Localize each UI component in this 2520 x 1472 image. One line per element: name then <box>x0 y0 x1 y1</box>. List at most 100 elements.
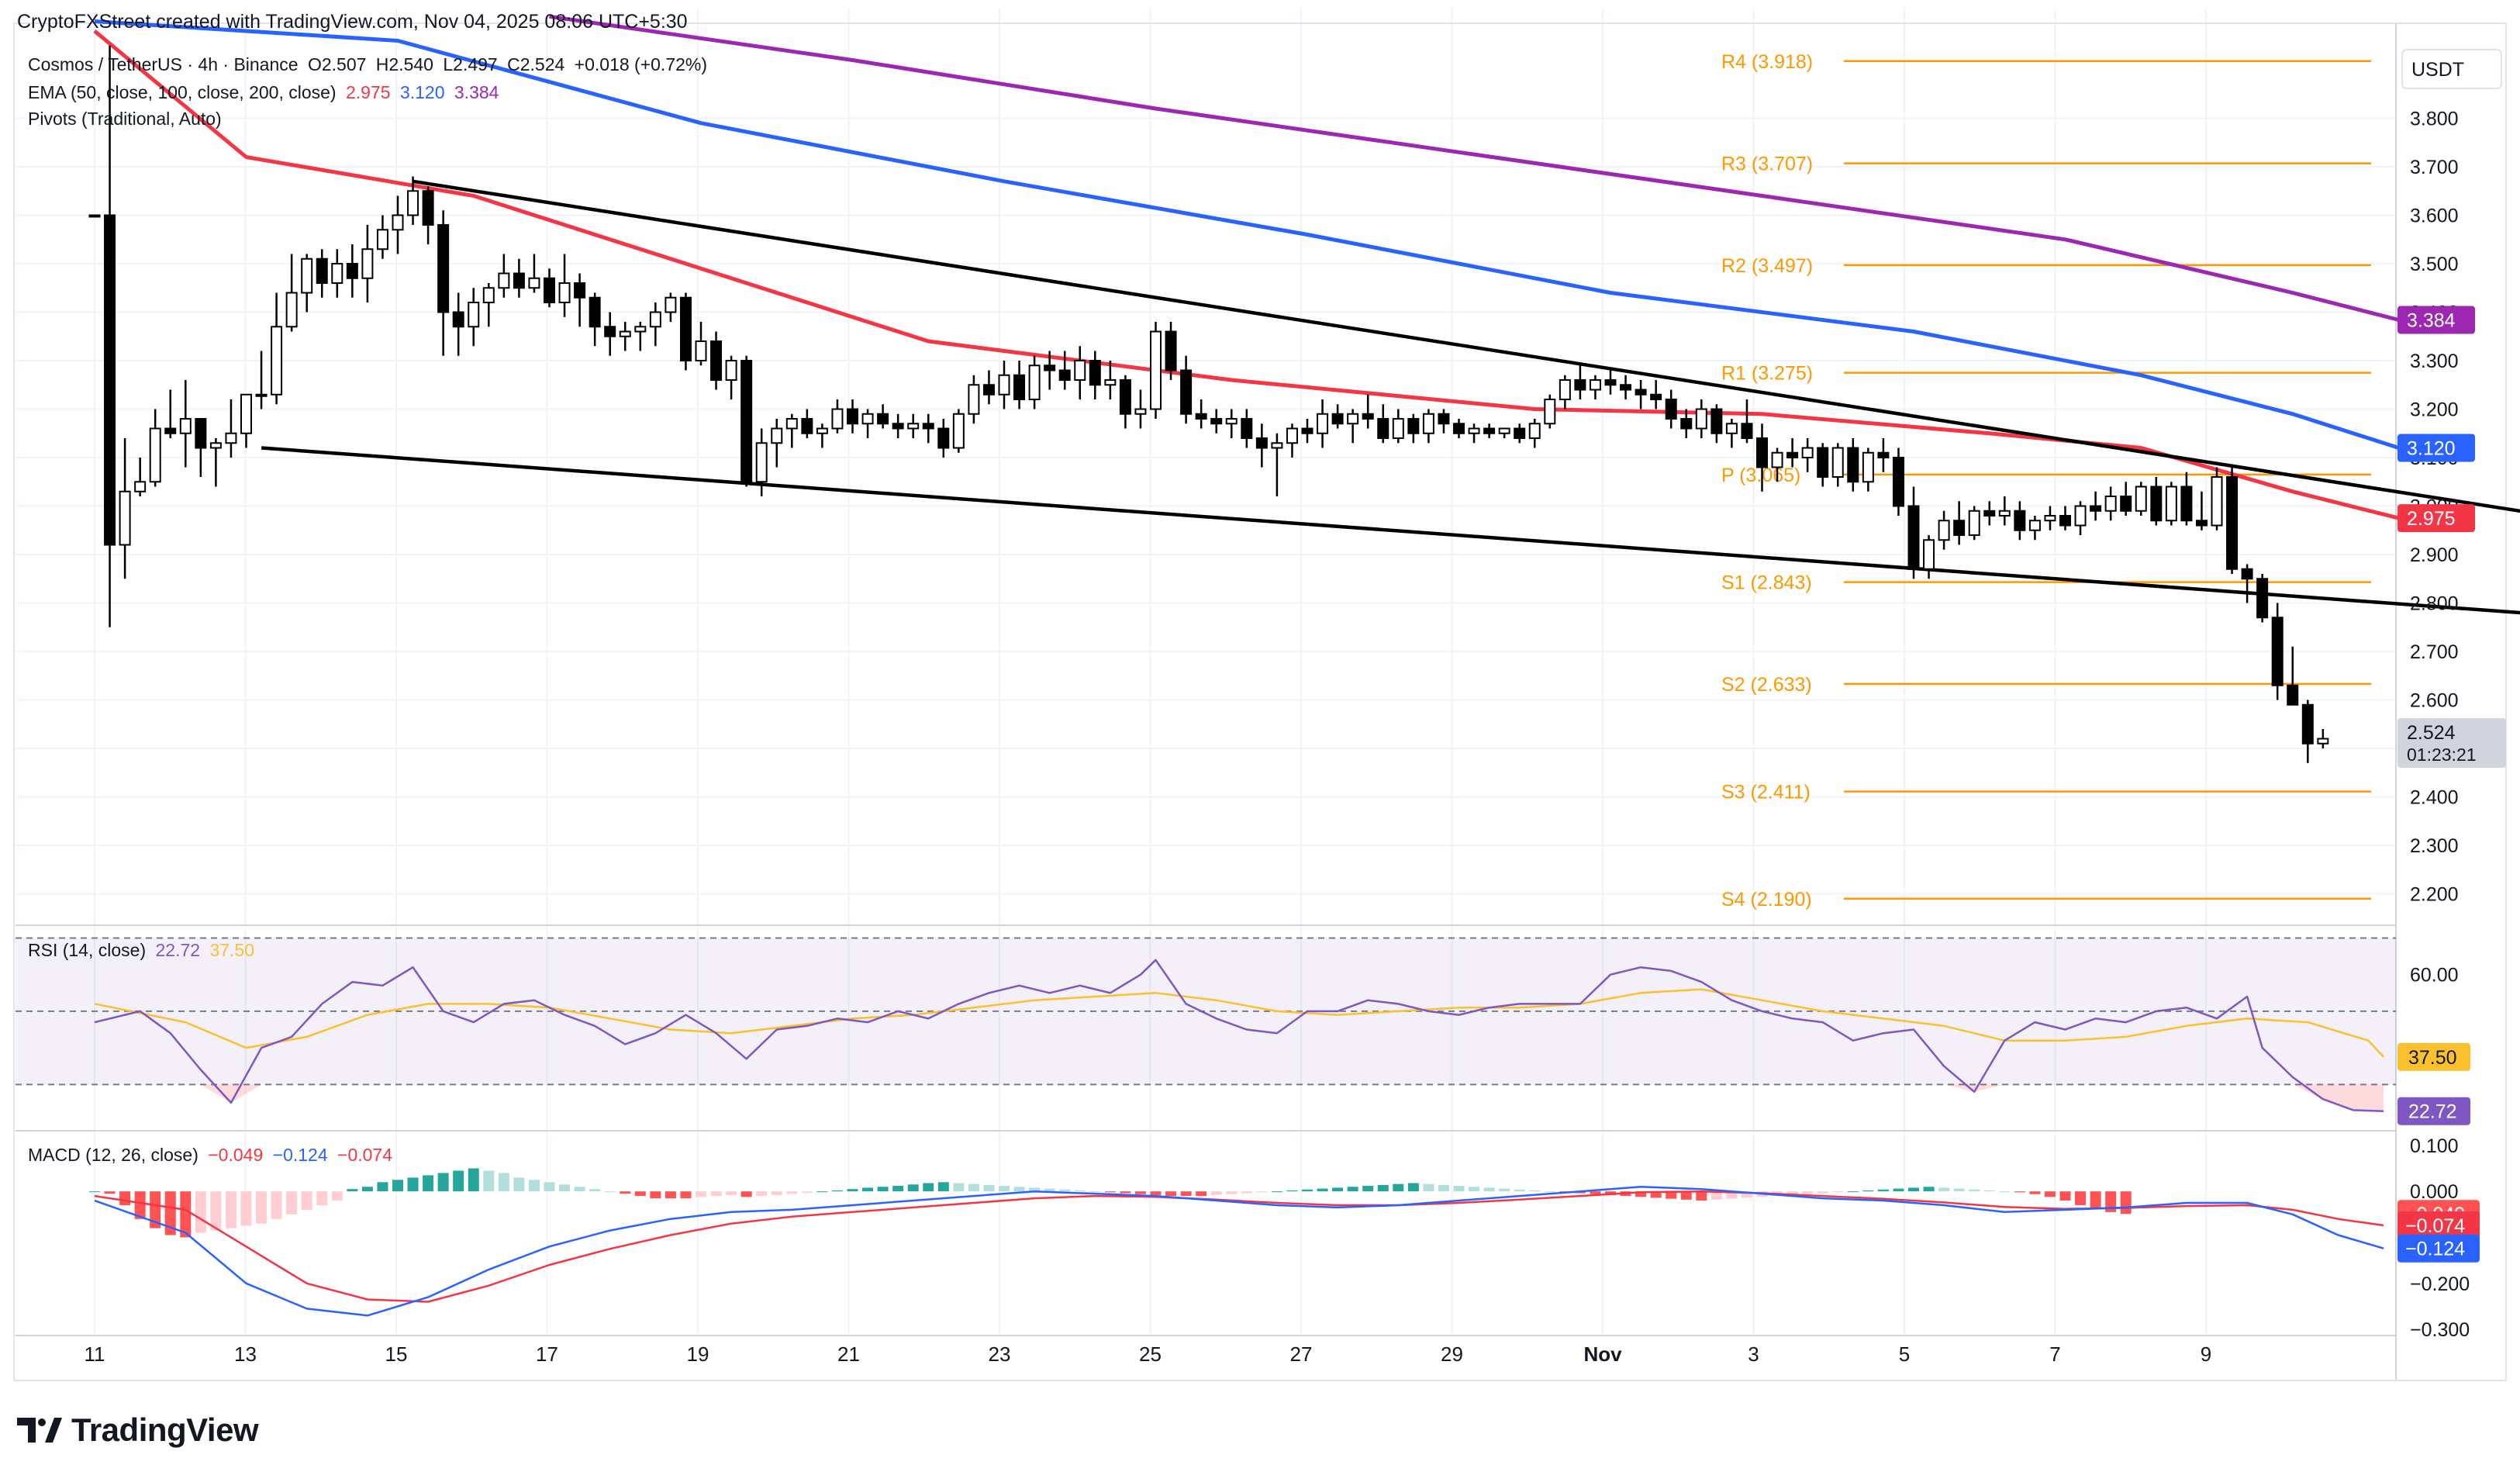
macd-histogram-bar <box>361 1187 373 1192</box>
candle-down <box>1180 369 1193 415</box>
macd-histogram-bar <box>1969 1189 1980 1192</box>
candle-down <box>2120 496 2132 512</box>
macd-pane <box>89 1168 2384 1317</box>
candle-up <box>1104 379 1117 386</box>
symbol-legend[interactable]: Cosmos / TetherUS · 4h · Binance O2.507 … <box>28 54 712 75</box>
ema100-value: 3.120 <box>399 82 445 102</box>
candle-down <box>1741 423 1753 439</box>
candle-up <box>149 427 161 483</box>
candle-down <box>877 413 889 425</box>
macd-histogram-bar <box>1029 1187 1041 1192</box>
chart-attribution: CryptoFXStreet created with TradingView.… <box>17 11 691 33</box>
macd-histogram-bar <box>225 1191 236 1228</box>
macd-histogram-bar <box>528 1180 540 1192</box>
macd-histogram-bar <box>1710 1191 1722 1200</box>
candle-up <box>407 190 419 216</box>
candle-up <box>2135 485 2147 512</box>
pivot-label: S2 (2.633) <box>1721 674 1812 696</box>
pivots-legend[interactable]: Pivots (Traditional, Auto) <box>28 109 226 130</box>
trendlines <box>261 179 2520 615</box>
trendline <box>261 446 2520 615</box>
candle-up <box>1028 365 1041 400</box>
macd-value-tag <box>2397 1211 2480 1240</box>
rsi-ma-value: 37.50 <box>209 940 255 960</box>
rsi-pane <box>16 937 2396 1112</box>
ohlc-low: L2.497 <box>443 54 498 74</box>
candle-up <box>771 427 783 444</box>
tradingview-logo[interactable]: TradingView <box>17 1412 259 1448</box>
rsi-value-tag <box>2397 1042 2470 1071</box>
candle-up <box>755 442 768 483</box>
candle-down <box>1574 379 1586 391</box>
macd-histogram-bar <box>1544 1191 1555 1193</box>
candle-down <box>1514 427 1526 439</box>
time-tick-label: 27 <box>1290 1342 1313 1366</box>
candle-down <box>2287 684 2299 706</box>
macd-histogram-bar <box>1013 1187 1025 1192</box>
pivot-label: R4 (3.918) <box>1721 51 1813 73</box>
candle-down <box>1089 360 1101 386</box>
candle-up <box>649 311 661 328</box>
candle-down <box>1604 379 1617 386</box>
price-tick-label: 2.200 <box>2410 884 2459 906</box>
candle-up <box>1271 442 1283 449</box>
macd-value-tag-text: −0.124 <box>2405 1239 2465 1260</box>
candle-down <box>1817 447 1829 478</box>
time-tick-label: 3 <box>1748 1342 1759 1366</box>
pivot-label: R3 (3.707) <box>1721 154 1813 175</box>
macd-histogram-bar <box>1635 1191 1647 1197</box>
macd-histogram-bar <box>1210 1191 1222 1195</box>
candle-up <box>2317 738 2329 745</box>
candle-up <box>468 302 480 328</box>
rsi-value: 22.72 <box>155 940 201 960</box>
macd-histogram-bar <box>256 1191 268 1224</box>
candle-up <box>2044 515 2056 522</box>
macd-histogram-bar <box>574 1187 585 1192</box>
candle-up <box>2211 476 2223 527</box>
ohlc-high: H2.540 <box>375 54 433 74</box>
histogram-value: −0.049 <box>208 1145 264 1165</box>
macd-histogram-bar <box>1529 1190 1541 1192</box>
macd-histogram-bar <box>1165 1191 1177 1197</box>
candle-down <box>544 277 555 303</box>
signal-value: −0.074 <box>337 1145 393 1165</box>
candle-down <box>679 296 692 361</box>
rsi-label: RSI (14, close) <box>28 940 147 960</box>
macd-histogram-bar <box>1893 1188 1904 1192</box>
candle-down <box>1438 413 1450 425</box>
macd-histogram-bar <box>999 1186 1010 1192</box>
macd-histogram-bar <box>559 1184 571 1192</box>
rsi-legend[interactable]: RSI (14, close) 22.72 37.50 <box>28 940 259 961</box>
ema-legend[interactable]: EMA (50, close, 100, close, 200, close) … <box>28 82 503 103</box>
price-axis[interactable]: USDT2.2002.3002.4002.5002.6002.7002.8002… <box>2397 49 2506 1341</box>
ema-price-tag <box>2397 504 2475 533</box>
macd-histogram-bar <box>2014 1191 2025 1193</box>
time-tick-label: 29 <box>1441 1342 1463 1366</box>
candle-up <box>528 277 540 289</box>
macd-legend[interactable]: MACD (12, 26, close) −0.049 −0.124 −0.07… <box>28 1145 397 1166</box>
macd-histogram-bar <box>696 1191 706 1197</box>
candle-down <box>2195 520 2208 527</box>
candle-up <box>1498 427 1510 434</box>
ema200-line <box>549 14 2400 322</box>
macd-histogram-bar <box>271 1191 282 1219</box>
symbol-name: Cosmos / TetherUS · 4h · Binance <box>28 54 299 74</box>
candle-up <box>271 326 283 396</box>
candle-up <box>285 292 298 328</box>
candle-up <box>482 287 495 303</box>
candle-up <box>1998 510 2011 517</box>
macd-histogram-bar <box>104 1191 116 1194</box>
macd-value-tag <box>2397 1234 2480 1263</box>
macd-histogram-bar <box>513 1177 525 1192</box>
macd-histogram-bar <box>1938 1187 1950 1192</box>
candle-down <box>1786 451 1799 458</box>
candle-up <box>1938 520 1950 541</box>
candle-down <box>437 224 450 313</box>
macd-histogram-bar <box>1817 1191 1828 1194</box>
ema-price-tag <box>2397 306 2475 334</box>
macd-tick-label: 0.000 <box>2410 1181 2459 1203</box>
macd-histogram-bar <box>847 1189 858 1192</box>
time-axis[interactable]: 11 13 15 17 19 21 23 25 27 29 Nov 3 5 7 9 <box>85 1342 2212 1366</box>
candle-up <box>209 442 222 449</box>
